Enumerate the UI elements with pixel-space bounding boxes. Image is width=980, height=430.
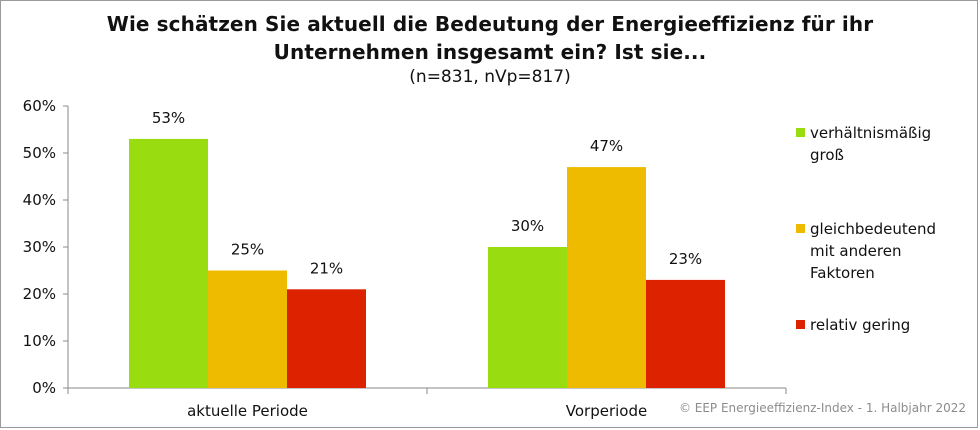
y-tick-label: 0% (32, 379, 56, 397)
legend-label: relativ gering (810, 314, 970, 336)
bars (129, 138, 725, 388)
chart-title-line-1: Wie schätzen Sie aktuell die Bedeutung d… (106, 12, 874, 36)
legend-label: gleichbedeutend mit anderen Faktoren (810, 218, 970, 284)
y-tick-label: 30% (23, 238, 56, 256)
bar (208, 270, 287, 388)
bar (129, 138, 208, 388)
legend-swatch (796, 320, 805, 329)
y-tick-label: 20% (23, 285, 56, 303)
legend-label-line: Faktoren (810, 264, 875, 282)
data-label: 53% (152, 109, 185, 127)
data-label: 47% (590, 137, 623, 155)
y-tick-label: 10% (23, 332, 56, 350)
bar (287, 289, 366, 388)
bar (646, 279, 725, 388)
legend-label-line: groß (810, 146, 844, 164)
data-label: 25% (231, 241, 264, 259)
data-label: 21% (310, 259, 343, 277)
y-tick-label: 40% (23, 191, 56, 209)
legend-label-line: verhältnismäßig (810, 124, 932, 142)
legend-label-line: relativ gering (810, 316, 911, 334)
chart-subtitle: (n=831, nVp=817) (409, 67, 571, 87)
data-label: 30% (511, 217, 544, 235)
legend-swatch (796, 128, 805, 137)
bar (567, 167, 646, 388)
y-tick-label: 60% (23, 97, 56, 115)
data-labels: 53% 25% 21% 30% 47% 23% (152, 109, 702, 277)
legend-swatch (796, 224, 805, 233)
chart-title-line-2: Unternehmen insgesamt ein? Ist sie... (273, 40, 707, 64)
copyright-note: © EEP Energieeffizienz-Index - 1. Halbja… (678, 401, 966, 415)
data-label: 23% (669, 250, 702, 268)
x-category-label: Vorperiode (566, 402, 647, 420)
legend-label-line: mit anderen (810, 242, 902, 260)
legend-label-line: gleichbedeutend (810, 220, 936, 238)
legend-label: verhältnismäßig groß (810, 122, 970, 166)
bar (488, 247, 567, 388)
y-tick-label: 50% (23, 144, 56, 162)
x-category-label: aktuelle Periode (187, 402, 308, 420)
